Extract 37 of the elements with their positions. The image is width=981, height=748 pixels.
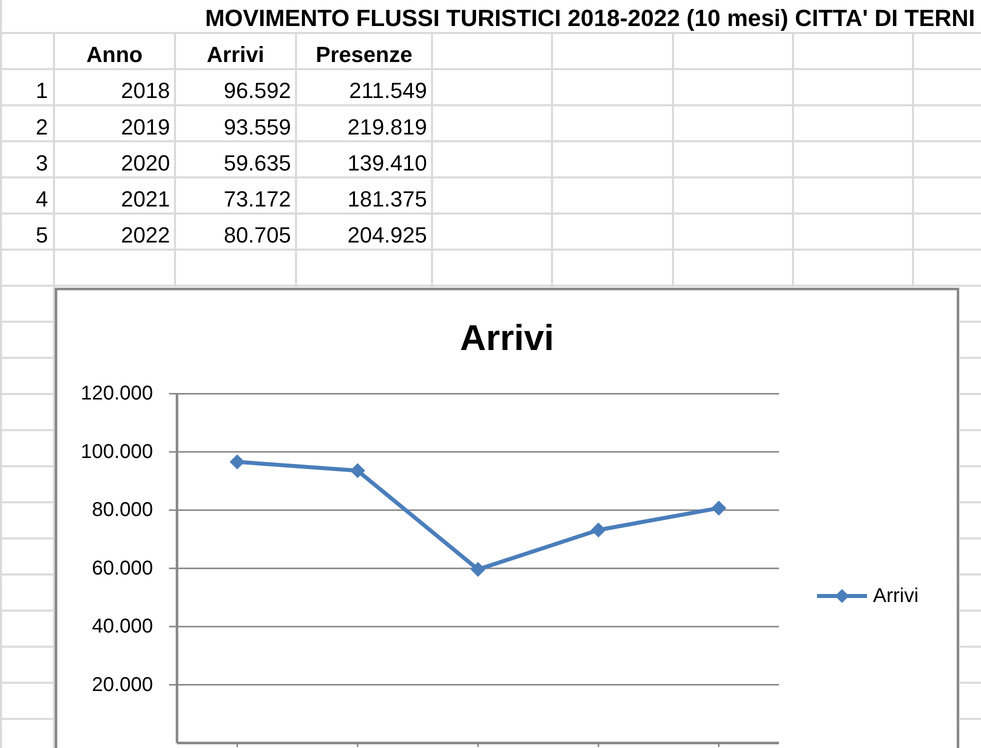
text: MOVIMENTO FLUSSI TURISTICI 2018-2022 (10 mesi) CITTA' DI TERNI: [205, 5, 975, 31]
text: 4: [36, 186, 48, 212]
text: 80.705: [224, 222, 291, 248]
text: 3: [36, 150, 48, 176]
text: 204.925: [347, 222, 427, 248]
text: 73.172: [224, 186, 291, 212]
text: 2018: [121, 78, 170, 104]
text: 2020: [121, 150, 170, 176]
text: 59.635: [224, 150, 291, 176]
point: [590, 522, 606, 538]
text: 181.375: [347, 186, 427, 212]
point: [230, 454, 245, 470]
text: 1: [36, 78, 48, 104]
y-tick-label: 120.000: [80, 382, 153, 405]
y-tick-label: 80.000: [92, 499, 153, 522]
text: 211.549: [349, 78, 427, 104]
text: 96.592: [224, 78, 291, 104]
point: [350, 463, 366, 478]
y-tick-label: 20.000: [92, 674, 153, 696]
y-tick-label: 60.000: [92, 557, 153, 580]
text: Presenze: [316, 42, 412, 68]
legend-label: Arrivi: [873, 585, 919, 607]
text: Anno: [86, 42, 143, 68]
y-tick-label: 40.000: [92, 616, 153, 638]
text: 2019: [121, 114, 170, 140]
chart-title: Arrivi: [460, 317, 554, 358]
y-tick-label: 100.000: [80, 440, 153, 463]
text: Arrivi: [206, 42, 264, 68]
text: 219.819: [347, 114, 427, 140]
text: 2021: [121, 186, 170, 212]
text: 2022: [121, 222, 170, 248]
text: 5: [36, 222, 48, 248]
point: [470, 562, 486, 577]
text: 139.410: [347, 150, 427, 176]
text: 2: [36, 114, 48, 140]
point: [711, 500, 726, 516]
text: 93.559: [224, 114, 291, 140]
